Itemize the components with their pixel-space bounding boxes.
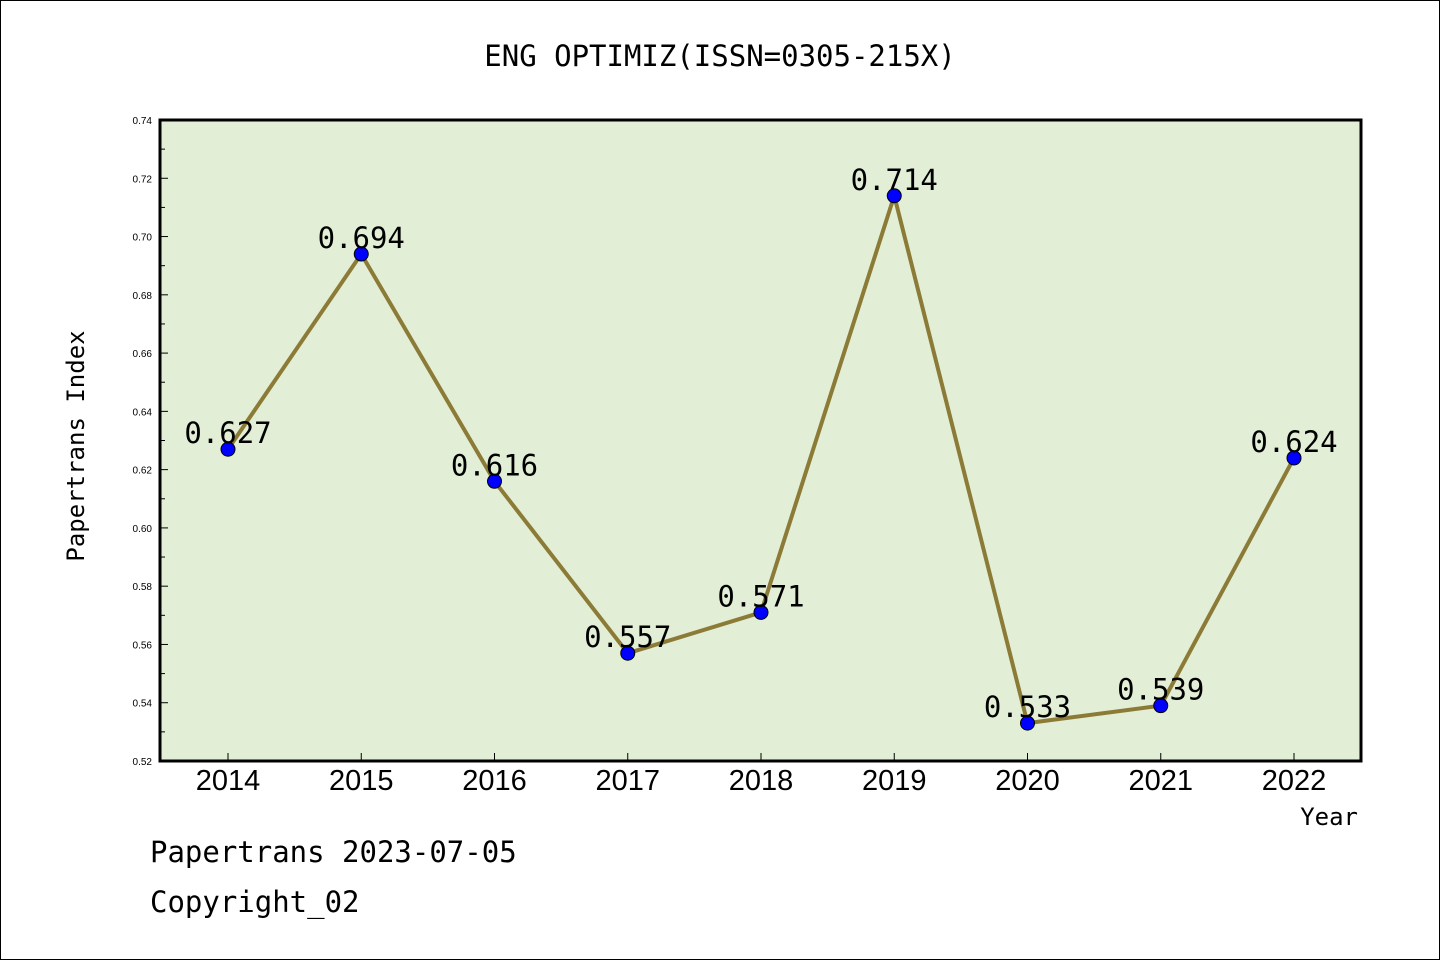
y-tick-label: 0.74 — [133, 116, 153, 127]
chart-title: ENG OPTIMIZ(ISSN=0305-215X) — [484, 39, 955, 73]
data-label: 0.571 — [717, 579, 804, 613]
x-tick-label: 2014 — [196, 765, 261, 797]
y-tick-label: 0.60 — [133, 524, 153, 535]
data-label: 0.533 — [984, 690, 1071, 724]
y-tick-label: 0.62 — [133, 466, 153, 477]
y-tick-label: 0.56 — [133, 640, 153, 651]
copyright-footnote: Copyright_02 — [150, 885, 360, 919]
y-tick-label: 0.70 — [133, 233, 153, 244]
data-point — [220, 441, 236, 457]
y-tick-label: 0.72 — [133, 174, 153, 185]
y-tick-label: 0.66 — [133, 349, 153, 360]
data-point — [487, 473, 502, 489]
source-footnote: Papertrans 2023-07-05 — [150, 835, 517, 869]
data-point — [886, 188, 902, 204]
data-point — [1153, 698, 1169, 714]
data-point — [1020, 715, 1035, 731]
y-tick-label: 0.68 — [133, 291, 153, 302]
data-label: 0.694 — [318, 221, 405, 255]
data-point — [1286, 450, 1302, 466]
x-tick-label: 2018 — [729, 765, 794, 797]
x-tick-label: 2016 — [462, 765, 527, 797]
y-tick-label: 0.58 — [133, 582, 153, 593]
y-axis: 0.52 0.54 0.56 0.58 0.60 0.62 0.64 0.66 0.68 0.70… — [133, 116, 168, 768]
y-axis-title: Papertrans Index — [62, 330, 90, 561]
x-axis: 2014 2015 2016 2017 2018 2019 2020 2021 2022 — [196, 753, 1327, 797]
data-point — [353, 246, 369, 262]
y-tick-label: 0.54 — [133, 699, 153, 710]
y-tick-label: 0.64 — [133, 407, 153, 418]
x-tick-label: 2020 — [995, 765, 1060, 797]
data-points — [220, 188, 1302, 731]
data-label: 0.539 — [1117, 673, 1204, 707]
x-tick-label: 2019 — [862, 765, 927, 797]
data-labels: 0.627 0.694 0.616 0.557 0.571 0.714 0.533 0.539… — [184, 163, 1337, 724]
data-label: 0.714 — [851, 163, 938, 197]
data-label: 0.557 — [584, 620, 671, 654]
x-axis-title: Year — [1300, 803, 1358, 831]
x-tick-label: 2021 — [1128, 765, 1193, 797]
x-tick-label: 2015 — [329, 765, 394, 797]
y-tick-label: 0.52 — [133, 757, 153, 768]
x-tick-label: 2022 — [1262, 765, 1327, 797]
data-label: 0.624 — [1250, 425, 1337, 459]
plot-area — [158, 118, 1363, 763]
data-point — [753, 604, 769, 620]
data-label: 0.616 — [451, 448, 538, 482]
data-point — [620, 645, 636, 661]
x-tick-label: 2017 — [595, 765, 660, 797]
data-label: 0.627 — [184, 416, 271, 450]
